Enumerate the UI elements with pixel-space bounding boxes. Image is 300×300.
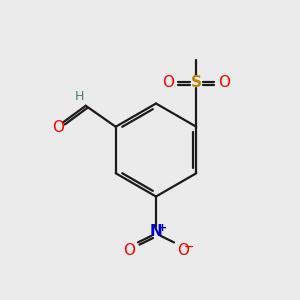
Text: S: S	[191, 75, 202, 90]
Text: O: O	[52, 120, 64, 135]
Text: N: N	[150, 224, 162, 239]
Text: O: O	[177, 243, 189, 258]
Text: +: +	[158, 223, 167, 233]
Text: O: O	[123, 243, 135, 258]
Text: O: O	[162, 75, 174, 90]
Text: −: −	[184, 241, 194, 254]
Text: H: H	[74, 90, 84, 103]
Text: O: O	[218, 75, 230, 90]
